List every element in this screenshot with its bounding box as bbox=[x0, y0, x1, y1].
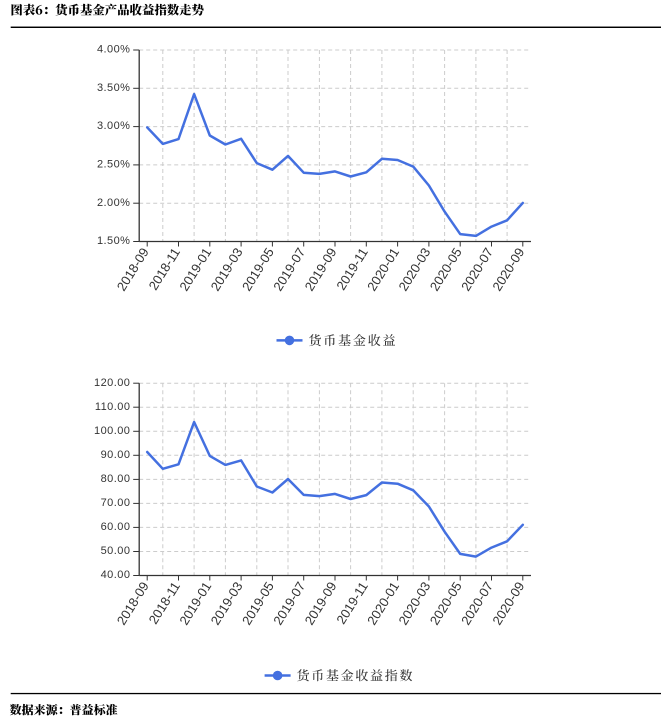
svg-text:90.00: 90.00 bbox=[101, 449, 131, 461]
svg-text:2018-09: 2018-09 bbox=[114, 245, 152, 293]
svg-text:120.00: 120.00 bbox=[94, 377, 130, 389]
svg-text:2.50%: 2.50% bbox=[97, 159, 130, 171]
svg-text:3.50%: 3.50% bbox=[97, 82, 130, 94]
svg-text:2.00%: 2.00% bbox=[97, 197, 130, 209]
svg-text:2019-09: 2019-09 bbox=[302, 245, 340, 293]
svg-text:4.00%: 4.00% bbox=[97, 44, 130, 56]
svg-text:80.00: 80.00 bbox=[101, 473, 131, 485]
svg-text:2020-09: 2020-09 bbox=[489, 245, 527, 293]
svg-text:40.00: 40.00 bbox=[101, 569, 131, 581]
svg-text:3.00%: 3.00% bbox=[97, 120, 130, 132]
svg-text:1.50%: 1.50% bbox=[97, 235, 130, 247]
svg-text:2018-09: 2018-09 bbox=[114, 579, 152, 627]
svg-text:70.00: 70.00 bbox=[101, 497, 131, 509]
svg-text:2020-09: 2020-09 bbox=[489, 579, 527, 627]
svg-text:110.00: 110.00 bbox=[95, 401, 131, 413]
svg-text:100.00: 100.00 bbox=[94, 425, 130, 437]
svg-text:50.00: 50.00 bbox=[101, 545, 131, 557]
svg-text:2019-09: 2019-09 bbox=[302, 579, 340, 627]
svg-text:60.00: 60.00 bbox=[101, 521, 131, 533]
